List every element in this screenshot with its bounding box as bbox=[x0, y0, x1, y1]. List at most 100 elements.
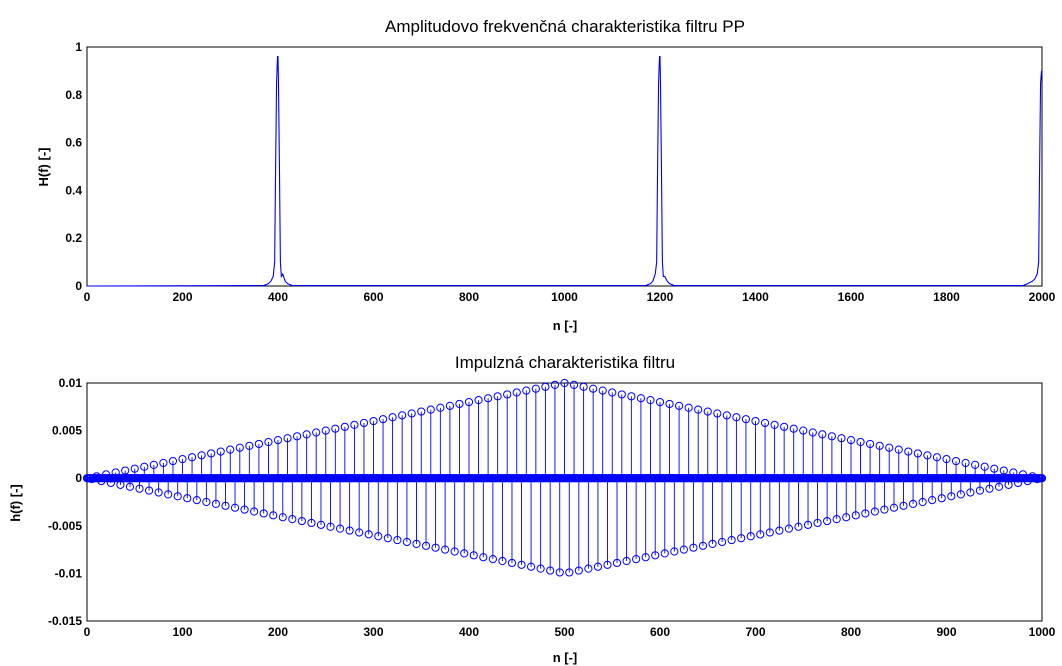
chart2-xtick-label: 700 bbox=[745, 625, 765, 639]
chart1-xtick-label: 600 bbox=[363, 290, 383, 304]
chart2-stem-marker bbox=[230, 503, 240, 512]
chart2-stem-marker bbox=[760, 418, 770, 428]
chart2-stem-marker bbox=[202, 497, 211, 507]
chart2-stem-marker bbox=[904, 447, 913, 456]
chart1-ytick-label: 0.8 bbox=[65, 88, 82, 102]
chart2-stem-marker bbox=[679, 545, 688, 554]
chart2-stem-marker bbox=[140, 462, 149, 471]
chart2-stem-marker bbox=[250, 507, 259, 516]
chart1-ytick-label: 0 bbox=[75, 279, 82, 293]
chart1-xtick-label: 1000 bbox=[551, 290, 578, 304]
chart2-xtick-label: 600 bbox=[650, 625, 670, 639]
chart2-stem-marker bbox=[937, 494, 946, 503]
chart2-stem-marker bbox=[579, 382, 588, 391]
chart2-stem-marker bbox=[584, 564, 593, 573]
chart2-stem-marker bbox=[426, 405, 435, 414]
chart2-stem-marker bbox=[803, 520, 813, 529]
chart2-stem-marker bbox=[942, 455, 951, 464]
chart2-stem-marker bbox=[775, 526, 784, 535]
chart2-stem-marker bbox=[975, 486, 985, 495]
chart2-plot-area bbox=[82, 378, 1047, 622]
chart2-stem-marker bbox=[670, 547, 679, 556]
chart1-ytick-label: 0.4 bbox=[65, 183, 82, 197]
chart1-ytick-label: 1 bbox=[75, 40, 82, 54]
chart2-stem-marker bbox=[641, 553, 650, 562]
chart2-stem-marker bbox=[441, 545, 450, 554]
chart2-stem-marker bbox=[713, 409, 722, 418]
chart2-stem-marker bbox=[908, 499, 918, 509]
chart2-stem-marker bbox=[851, 511, 860, 520]
chart2-xtick-label: 400 bbox=[459, 625, 479, 639]
chart1-xlabel: n [-] bbox=[553, 318, 578, 333]
chart2-stem-marker bbox=[331, 424, 340, 433]
chart2-stem-marker bbox=[789, 424, 798, 433]
chart2-stem-marker bbox=[269, 511, 278, 520]
chart2-stem-marker bbox=[794, 522, 803, 531]
chart2-stem-marker bbox=[999, 466, 1008, 475]
chart2-stem-marker bbox=[130, 464, 139, 473]
chart1-plot-area bbox=[86, 46, 1043, 287]
chart2-stem-marker bbox=[355, 528, 364, 537]
chart2-stem-marker bbox=[450, 547, 459, 556]
chart2-stem-marker bbox=[823, 516, 832, 526]
chart2-stem-marker bbox=[608, 388, 617, 397]
chart2-stem-marker bbox=[856, 437, 865, 447]
chart2-stem-marker bbox=[550, 380, 560, 390]
chart2-stem-marker bbox=[861, 509, 870, 518]
chart2-stem-marker bbox=[675, 401, 684, 410]
chart2-stem-marker bbox=[555, 568, 564, 577]
chart2-xtick-label: 0 bbox=[84, 625, 91, 639]
chart2-stem-marker bbox=[522, 386, 531, 395]
chart2-stem-marker bbox=[784, 524, 794, 533]
chart2-stem-marker bbox=[980, 462, 989, 471]
chart2-stem-marker bbox=[383, 534, 392, 543]
chart2-stem-marker bbox=[636, 394, 646, 403]
chart2-ytick-label: -0.015 bbox=[48, 614, 82, 628]
chart2-stem-marker bbox=[493, 392, 502, 401]
chart2-stem-marker bbox=[364, 530, 373, 539]
chart2-stem-marker bbox=[221, 501, 230, 510]
chart2-stem-marker bbox=[417, 407, 426, 416]
chart2-stem-marker bbox=[756, 530, 765, 539]
chart2-stem-marker bbox=[340, 422, 349, 431]
chart2-stem-marker bbox=[923, 451, 932, 460]
amplitude-frequency-chart: Amplitudovo frekvenčná charakteristika f… bbox=[36, 17, 1056, 333]
chart2-stem-marker bbox=[216, 447, 225, 456]
chart2-stem-marker bbox=[866, 439, 875, 449]
chart2-stem-marker bbox=[507, 558, 517, 568]
chart2-stem-marker bbox=[541, 382, 550, 391]
chart2-stem-marker bbox=[254, 439, 263, 449]
chart2-stem-marker bbox=[808, 428, 817, 437]
chart2-stem-marker bbox=[259, 509, 268, 518]
chart2-stem-marker bbox=[178, 455, 187, 464]
chart2-xlabel: n [-] bbox=[553, 650, 578, 665]
chart1-xtick-label: 1400 bbox=[742, 290, 769, 304]
chart1-ytick-label: 0.6 bbox=[65, 136, 82, 150]
chart2-stem-marker bbox=[464, 397, 474, 407]
chart2-stem-marker bbox=[135, 484, 144, 493]
chart2-stem-marker bbox=[207, 449, 216, 458]
chart1-xtick-label: 0 bbox=[84, 290, 91, 304]
chart2-stem-marker bbox=[359, 418, 369, 428]
chart2-stem-marker bbox=[727, 535, 736, 545]
chart2-stem-marker bbox=[388, 413, 397, 422]
chart2-stem-marker bbox=[612, 558, 622, 568]
chart2-stem-marker bbox=[622, 556, 631, 566]
chart2-stem-marker bbox=[593, 562, 603, 571]
chart1-axes-box bbox=[86, 46, 1043, 287]
chart2-stem-marker bbox=[288, 515, 297, 524]
chart2-stem-marker bbox=[350, 420, 359, 429]
chart2-stem-marker bbox=[326, 522, 335, 531]
chart2-ytick-label: -0.01 bbox=[55, 566, 83, 580]
chart2-stem-marker bbox=[827, 432, 837, 441]
chart2-stem-marker bbox=[517, 560, 526, 569]
chart2-stem-marker bbox=[565, 568, 574, 577]
chart2-stem-marker bbox=[990, 464, 999, 473]
chart2-stem-marker bbox=[708, 539, 717, 548]
chart2-stem-marker bbox=[335, 524, 345, 533]
chart2-stem-marker bbox=[154, 488, 163, 497]
chart2-stem-marker bbox=[770, 420, 779, 429]
chart2-stem-marker bbox=[378, 415, 388, 424]
chart2-stem-marker bbox=[951, 456, 961, 466]
